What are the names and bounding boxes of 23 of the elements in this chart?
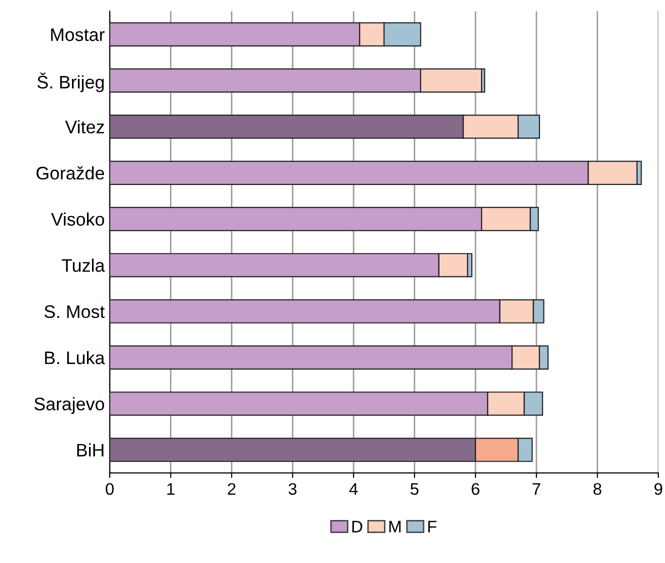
- y-tick-label: BiH: [77, 443, 104, 456]
- y-tick-label: S. Most: [44, 305, 105, 318]
- x-tick-label: 7: [532, 483, 540, 495]
- legend-label: M: [389, 520, 401, 532]
- y-tick-label: Š. Brijeg: [37, 72, 104, 92]
- legend-label: D: [352, 520, 362, 532]
- x-tick-label: 3: [288, 483, 296, 495]
- x-tick-label: 5: [410, 483, 418, 495]
- x-tick-label: 6: [472, 483, 480, 495]
- y-tick-label: Goražde: [36, 166, 104, 180]
- x-tick-label: 8: [593, 483, 602, 495]
- x-tick-label: 2: [228, 483, 236, 495]
- legend-label: F: [428, 520, 436, 532]
- y-tick-label: Vitez: [65, 120, 104, 134]
- x-tick-label: 9: [654, 483, 662, 495]
- y-tick-label: Mostar: [51, 28, 105, 42]
- x-tick-label: 0: [106, 483, 114, 495]
- y-tick-label: Sarajevo: [34, 397, 104, 414]
- y-tick-label: Tuzla: [62, 258, 105, 272]
- x-tick-label: 1: [167, 483, 175, 495]
- y-tick-label: B. Luka: [45, 350, 105, 364]
- x-tick-label: 4: [349, 483, 358, 495]
- y-tick-label: Visoko: [51, 212, 104, 226]
